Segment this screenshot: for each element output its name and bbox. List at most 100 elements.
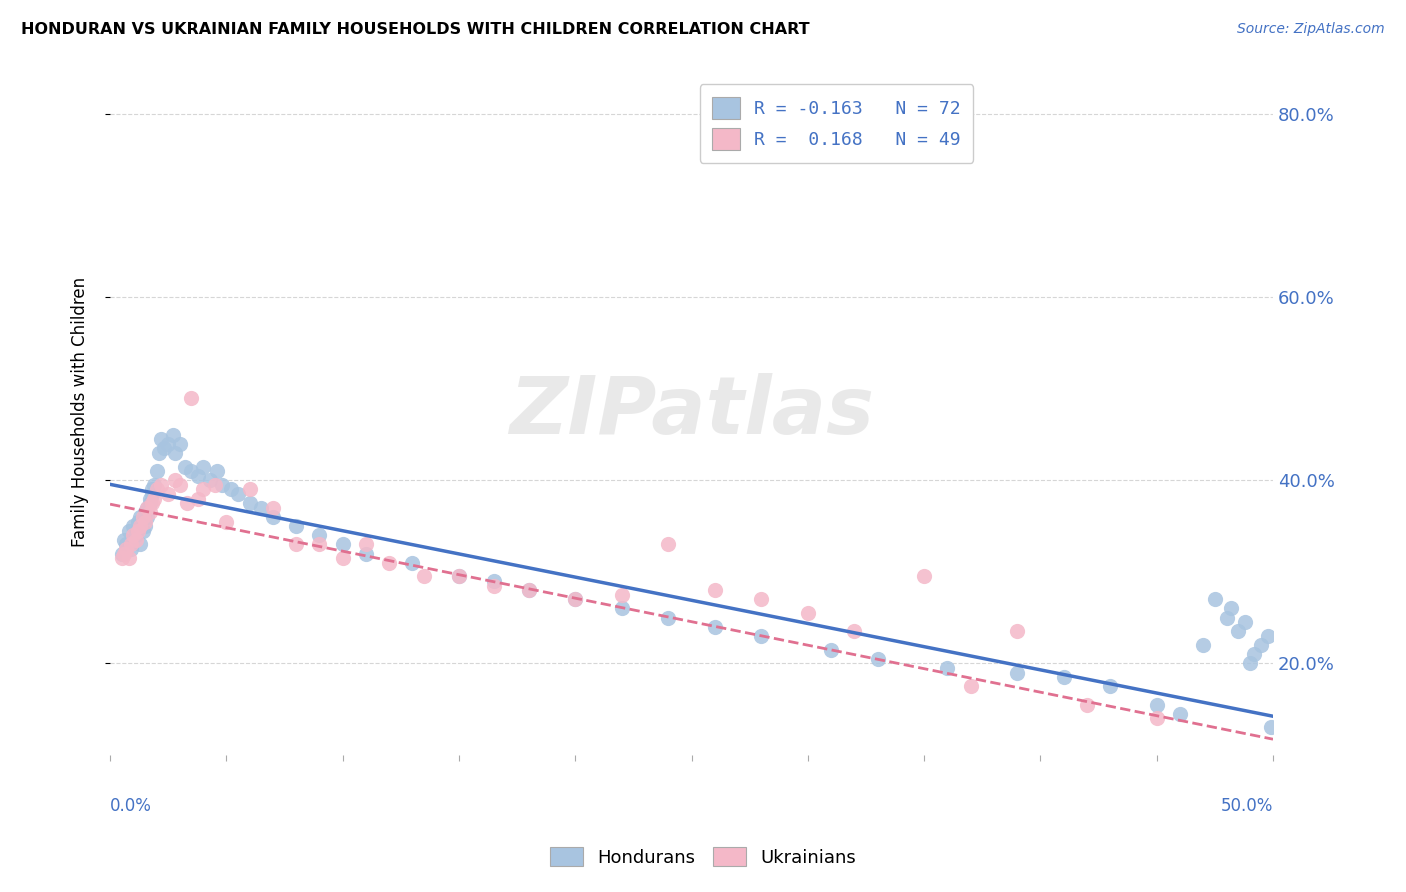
Point: [205, 464, 228, 478]
Legend: Hondurans, Ukrainians: Hondurans, Ukrainians: [543, 840, 863, 874]
Point: [239, 496, 262, 510]
Point: [401, 556, 423, 570]
Point: [215, 515, 238, 529]
Point: [112, 533, 135, 547]
Point: [378, 556, 401, 570]
Point: [1146, 711, 1168, 725]
Point: [308, 528, 330, 542]
Point: [124, 533, 146, 547]
Point: [136, 500, 159, 515]
Point: [332, 537, 354, 551]
Point: [122, 519, 145, 533]
Point: [148, 446, 170, 460]
Point: [703, 583, 725, 598]
Point: [517, 583, 540, 598]
Point: [138, 496, 160, 510]
Point: [136, 510, 159, 524]
Point: [191, 483, 214, 497]
Point: [1215, 610, 1237, 624]
Point: [134, 515, 156, 529]
Text: ZIPatlas: ZIPatlas: [509, 373, 875, 450]
Point: [169, 436, 191, 450]
Point: [1005, 624, 1028, 639]
Point: [1076, 698, 1098, 712]
Legend: R = -0.163   N = 72, R =  0.168   N = 49: R = -0.163 N = 72, R = 0.168 N = 49: [700, 85, 973, 162]
Point: [1192, 638, 1215, 652]
Point: [127, 515, 149, 529]
Point: [143, 491, 166, 506]
Point: [517, 583, 540, 598]
Point: [866, 652, 889, 666]
Point: [118, 551, 141, 566]
Point: [141, 483, 163, 497]
Point: [131, 524, 153, 538]
Point: [111, 551, 134, 566]
Point: [162, 427, 184, 442]
Point: [180, 464, 202, 478]
Point: [354, 547, 377, 561]
Point: [413, 569, 436, 583]
Point: [749, 592, 772, 607]
Point: [180, 391, 202, 405]
Point: [749, 629, 772, 643]
Point: [657, 610, 679, 624]
Point: [150, 432, 173, 446]
Point: [1257, 629, 1279, 643]
Point: [262, 500, 284, 515]
Point: [129, 510, 152, 524]
Text: Source: ZipAtlas.com: Source: ZipAtlas.com: [1237, 22, 1385, 37]
Point: [191, 459, 214, 474]
Point: [285, 537, 308, 551]
Point: [138, 491, 160, 506]
Point: [797, 606, 820, 620]
Point: [482, 578, 505, 592]
Point: [129, 537, 152, 551]
Point: [143, 478, 166, 492]
Point: [482, 574, 505, 588]
Point: [134, 519, 156, 533]
Point: [250, 500, 273, 515]
Point: [173, 459, 195, 474]
Point: [1168, 706, 1191, 721]
Point: [239, 483, 262, 497]
Point: [211, 478, 233, 492]
Point: [169, 478, 191, 492]
Text: 50.0%: 50.0%: [1220, 797, 1272, 814]
Point: [120, 537, 142, 551]
Point: [610, 588, 633, 602]
Point: [198, 474, 221, 488]
Point: [820, 642, 842, 657]
Point: [152, 442, 174, 456]
Point: [157, 436, 180, 450]
Point: [124, 528, 146, 542]
Point: [1220, 601, 1243, 615]
Point: [187, 468, 209, 483]
Point: [120, 541, 142, 556]
Point: [1239, 657, 1261, 671]
Point: [844, 624, 866, 639]
Point: [564, 592, 586, 607]
Point: [111, 547, 134, 561]
Point: [1250, 638, 1272, 652]
Point: [936, 661, 959, 675]
Point: [129, 519, 152, 533]
Point: [115, 541, 138, 556]
Point: [187, 491, 209, 506]
Point: [118, 524, 141, 538]
Point: [1260, 721, 1282, 735]
Point: [959, 679, 981, 693]
Point: [1204, 592, 1226, 607]
Point: [134, 505, 156, 519]
Text: HONDURAN VS UKRAINIAN FAMILY HOUSEHOLDS WITH CHILDREN CORRELATION CHART: HONDURAN VS UKRAINIAN FAMILY HOUSEHOLDS …: [21, 22, 810, 37]
Point: [262, 510, 284, 524]
Point: [447, 569, 470, 583]
Point: [141, 496, 163, 510]
Point: [447, 569, 470, 583]
Point: [1243, 647, 1265, 661]
Point: [204, 478, 226, 492]
Point: [157, 487, 180, 501]
Point: [219, 483, 242, 497]
Point: [354, 537, 377, 551]
Point: [1053, 670, 1076, 684]
Point: [1234, 615, 1257, 630]
